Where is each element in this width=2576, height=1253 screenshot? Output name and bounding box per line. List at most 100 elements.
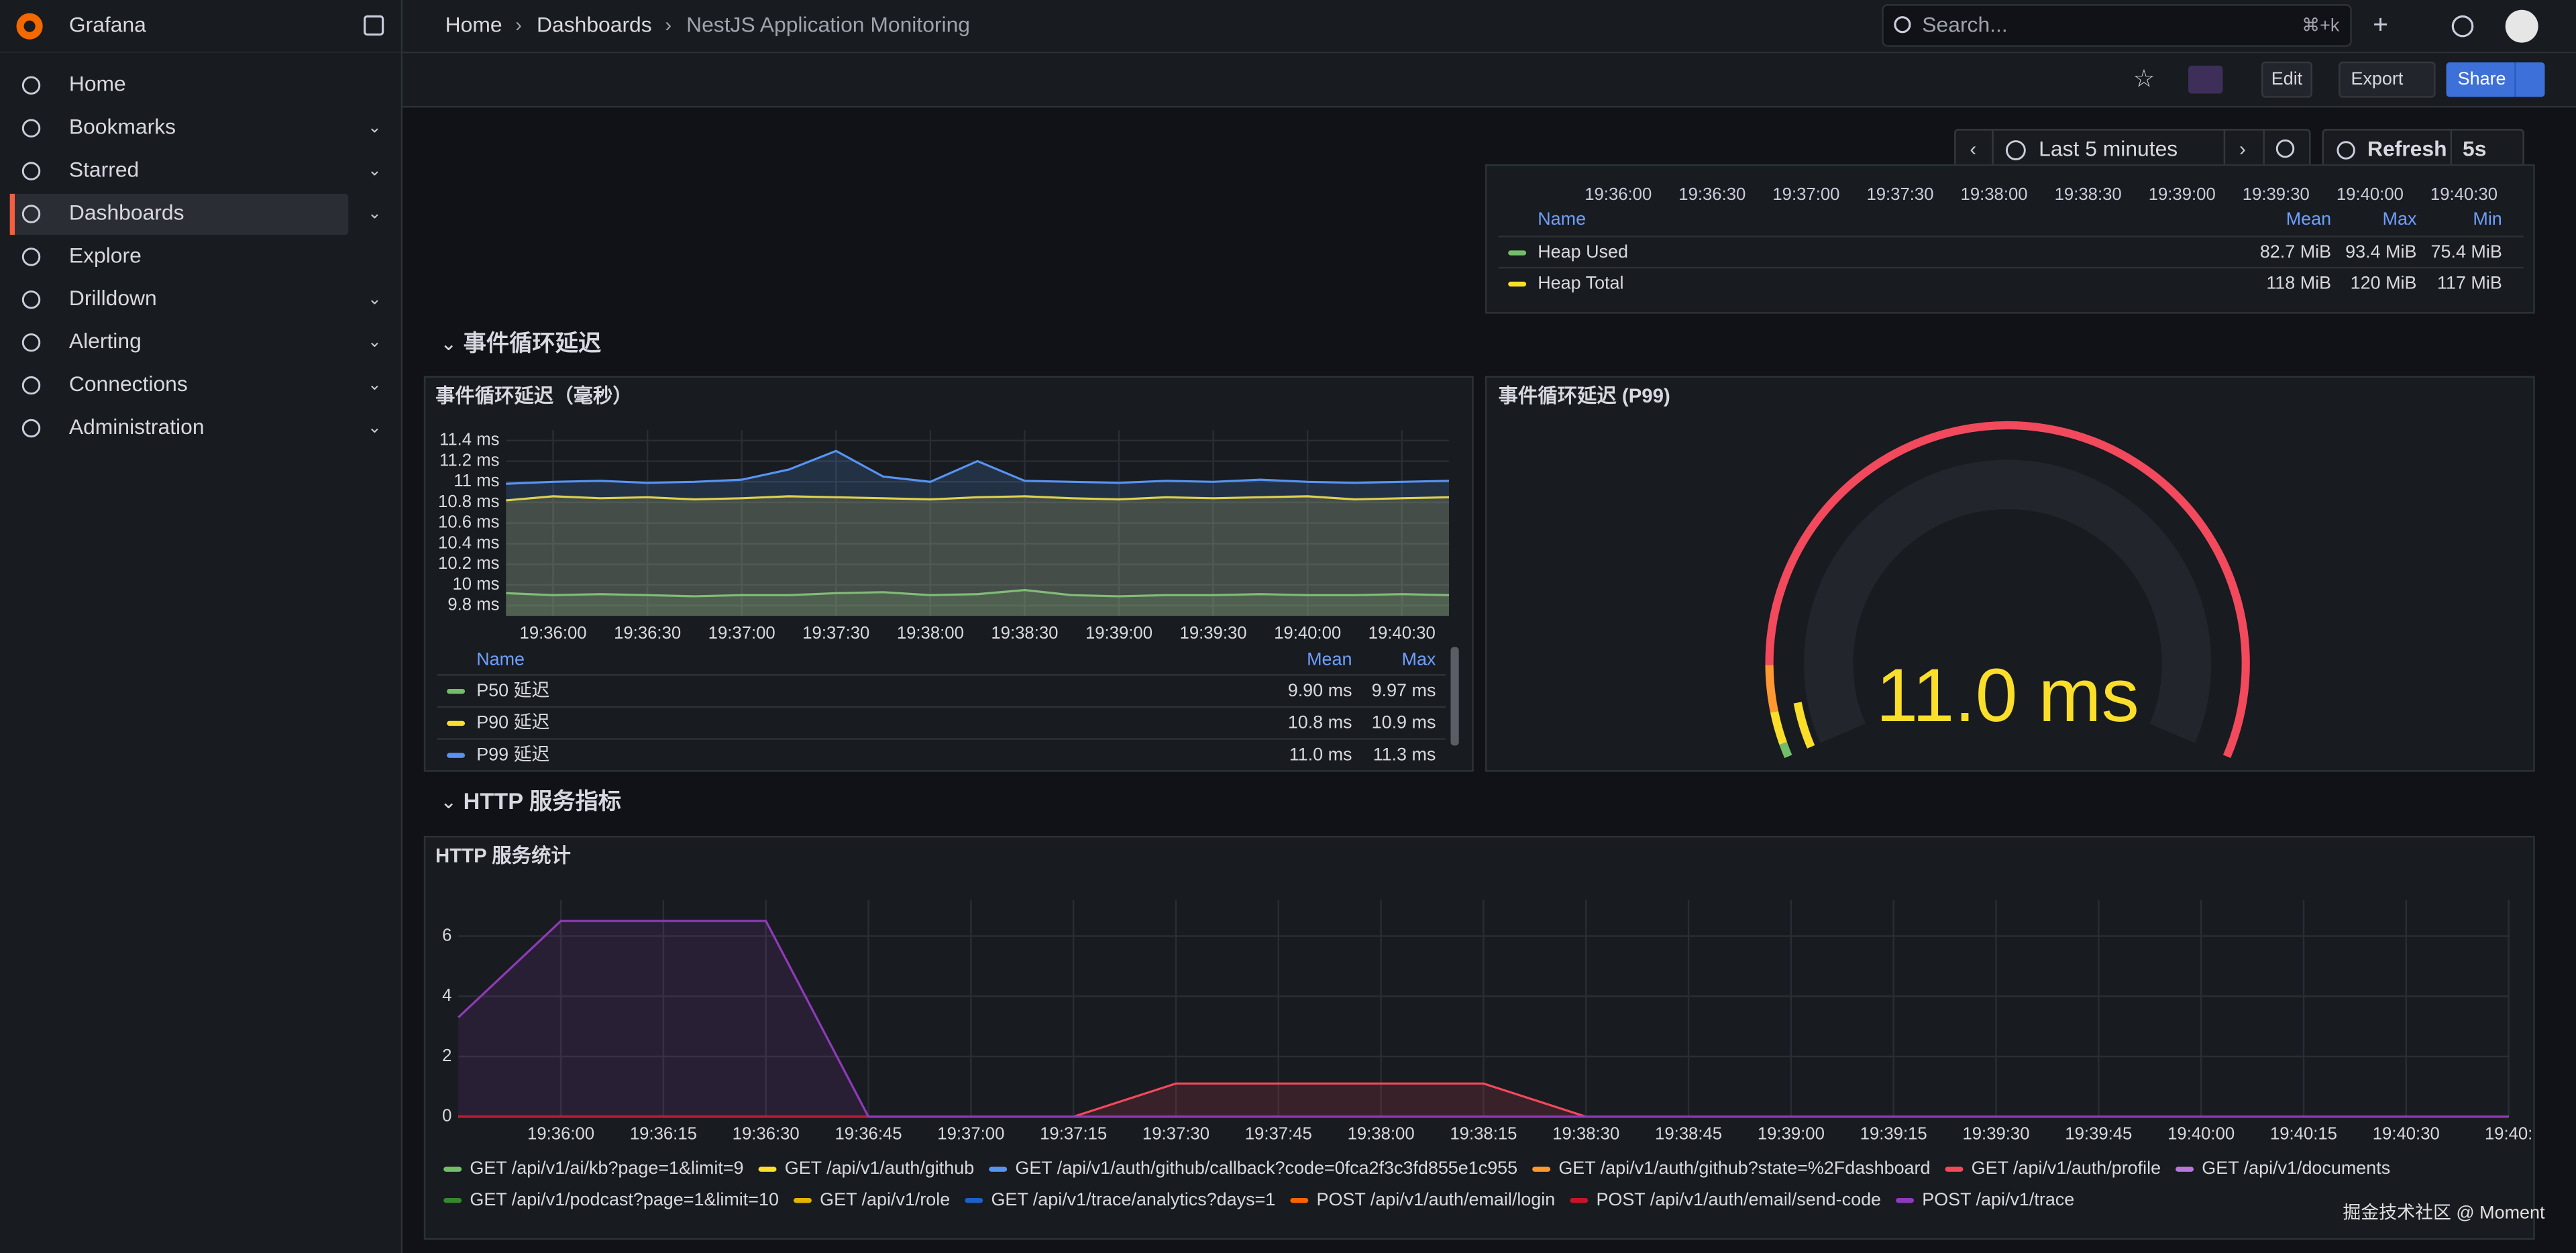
breadcrumb-item[interactable]: Home	[445, 13, 502, 37]
nav-item[interactable]: Home	[69, 72, 126, 96]
prev-icon[interactable]: ‹	[1970, 138, 1976, 160]
legend-name[interactable]: GET /api/v1/podcast?page=1&limit=10	[470, 1189, 779, 1209]
x-tick-label: 19:40:30	[2430, 185, 2498, 204]
legend-cell: 82.7 MiB	[2260, 241, 2331, 262]
x-tick-label: 19:40:00	[2337, 185, 2404, 204]
legend-cell: Heap Total	[1538, 273, 1623, 293]
legend-name[interactable]: GET /api/v1/trace/analytics?days=1	[991, 1189, 1275, 1209]
y-tick-label: 9.8 ms	[447, 596, 499, 614]
panel-title: 事件循环延迟（毫秒）	[435, 384, 633, 407]
nav-item[interactable]: Dashboards	[69, 200, 184, 224]
panel-title: 事件循环延迟 (P99)	[1498, 385, 1670, 407]
legend-name[interactable]: GET /api/v1/auth/github	[785, 1158, 974, 1178]
row-chevron[interactable]: ⌄	[440, 333, 457, 355]
legend-name[interactable]: GET /api/v1/auth/profile	[1972, 1158, 2161, 1178]
row-title[interactable]: 事件循环延迟	[464, 331, 602, 356]
legend-swatch	[447, 753, 465, 758]
y-tick-label: 0	[442, 1107, 451, 1126]
x-tick-label: 19:38:30	[2055, 185, 2122, 204]
app-name: Grafana	[69, 13, 146, 37]
gauge-threshold	[1783, 743, 1788, 757]
nav-item[interactable]: Starred	[69, 158, 139, 182]
watermark: 掘金技术社区 @ Moment	[2343, 1202, 2545, 1222]
x-tick-label: 19:39:00	[1758, 1125, 1825, 1144]
legend-swatch	[794, 1198, 812, 1203]
x-tick-label: 19:39:00	[1085, 624, 1152, 643]
legend-cell: 120 MiB	[2351, 273, 2417, 293]
row-title[interactable]: HTTP 服务指标	[464, 789, 621, 814]
legend-swatch	[447, 721, 465, 726]
legend-name[interactable]: GET /api/v1/auth/github?state=%2Fdashboa…	[1558, 1158, 1930, 1178]
row-chevron[interactable]: ⌄	[440, 791, 457, 813]
legend-name[interactable]: GET /api/v1/auth/github/callback?code=0f…	[1015, 1158, 1517, 1178]
legend-name[interactable]: POST /api/v1/auth/email/send-code	[1596, 1189, 1881, 1209]
legend-header: Min	[2473, 209, 2502, 229]
time-range[interactable]: Last 5 minutes	[2039, 136, 2178, 160]
legend-name: P50 延迟	[476, 680, 549, 700]
legend-swatch	[1570, 1198, 1588, 1203]
legend-swatch	[1290, 1198, 1308, 1203]
nav-item[interactable]: Drilldown	[69, 286, 157, 310]
legend-stat: 10.9 ms	[1372, 712, 1436, 732]
nav-item[interactable]: Bookmarks	[69, 115, 176, 139]
legend-header: Max	[1402, 649, 1436, 669]
nav-item[interactable]: Administration	[69, 415, 205, 439]
refresh-label[interactable]: Refresh	[2367, 136, 2447, 160]
legend-stat: 11.0 ms	[1289, 744, 1352, 764]
add-icon[interactable]: +	[2373, 11, 2388, 40]
legend-name: P90 延迟	[476, 712, 549, 732]
refresh-interval[interactable]: 5s	[2463, 136, 2486, 160]
logo	[24, 21, 36, 32]
nav-chevron: ⌄	[368, 204, 382, 222]
y-tick-label: 11 ms	[453, 472, 499, 490]
x-tick-label: 19:38:30	[1552, 1125, 1619, 1144]
search-placeholder: Search...	[1922, 13, 2007, 37]
x-tick-label: 19:39:00	[2149, 185, 2216, 204]
legend-name[interactable]: POST /api/v1/auth/email/login	[1316, 1189, 1555, 1209]
legend-swatch	[443, 1198, 462, 1203]
gauge-threshold	[1770, 665, 1774, 712]
legend-stat: 11.3 ms	[1373, 744, 1436, 764]
legend-swatch	[443, 1166, 462, 1171]
nav-chevron: ⌄	[368, 119, 382, 137]
gauge-label: 11.0 ms	[1876, 653, 2139, 737]
legend-name[interactable]: POST /api/v1/trace	[1922, 1189, 2074, 1209]
share-label: Share	[2458, 68, 2506, 89]
nav-active-bar	[10, 194, 15, 235]
x-tick-label: 19:40:15	[2270, 1125, 2337, 1144]
x-tick-label: 19:39:30	[2243, 185, 2310, 204]
x-tick-label: 19:36:45	[835, 1125, 902, 1144]
x-tick-label: 19:36:30	[733, 1125, 800, 1144]
legend-swatch	[965, 1198, 983, 1203]
next-icon[interactable]: ›	[2239, 138, 2246, 160]
x-tick-label: 19:40:00	[2167, 1125, 2235, 1144]
panel-title: HTTP 服务统计	[435, 845, 571, 867]
legend-header: Name	[1538, 209, 1586, 229]
x-tick-label: 19:38:00	[897, 624, 964, 643]
x-tick-label: 19:39:45	[2065, 1125, 2132, 1144]
export-label: Export	[2351, 68, 2403, 89]
toggle-icon[interactable]	[2188, 66, 2222, 94]
legend-stat: 9.90 ms	[1288, 680, 1352, 700]
y-tick-label: 10.4 ms	[438, 533, 499, 552]
y-tick-label: 10.8 ms	[438, 492, 499, 511]
x-tick-label: 19:37:30	[1142, 1125, 1210, 1144]
x-tick-label: 19:40:00	[1274, 624, 1341, 643]
x-tick-label: 19:39:15	[1860, 1125, 1927, 1144]
star-icon[interactable]: ☆	[2133, 65, 2155, 93]
nav-item[interactable]: Explore	[69, 243, 142, 267]
legend-name[interactable]: GET /api/v1/ai/kb?page=1&limit=9	[470, 1158, 743, 1178]
x-tick-label: 19:38:00	[1961, 185, 2028, 204]
nav-item[interactable]: Alerting	[69, 329, 142, 353]
legend-name[interactable]: GET /api/v1/documents	[2202, 1158, 2390, 1178]
avatar[interactable]	[2506, 10, 2538, 43]
y-tick-label: 6	[442, 926, 451, 944]
legend-name[interactable]: GET /api/v1/role	[820, 1189, 950, 1209]
breadcrumb-sep: ›	[515, 14, 522, 36]
nav-item[interactable]: Connections	[69, 372, 188, 396]
nav-chevron: ⌄	[368, 419, 382, 437]
legend-swatch	[1945, 1166, 1964, 1171]
legend-swatch	[1508, 250, 1526, 255]
legend-swatch	[989, 1166, 1007, 1171]
breadcrumb-item[interactable]: Dashboards	[537, 13, 652, 37]
